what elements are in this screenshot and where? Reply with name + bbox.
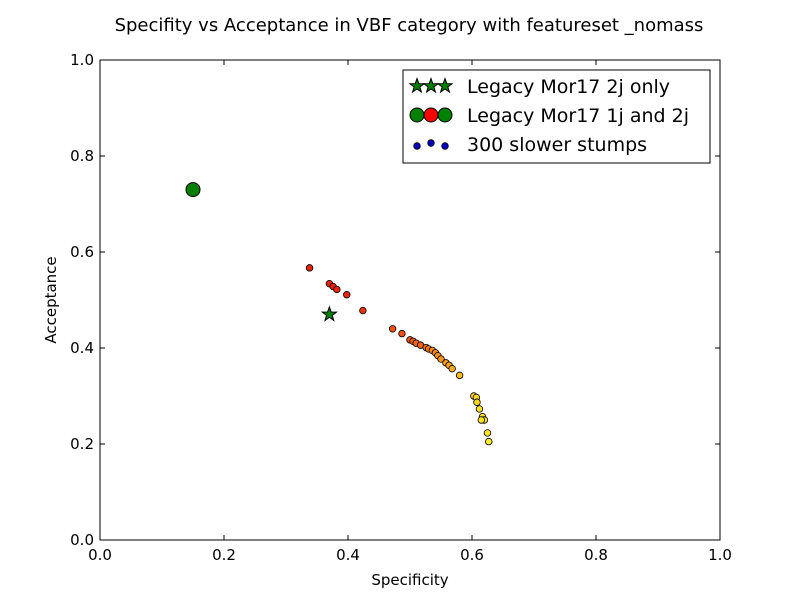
data-point (475, 405, 484, 413)
data-point-large (185, 182, 201, 198)
legend-entry: 300 slower stumps (467, 134, 647, 156)
data-point (437, 355, 445, 363)
data-point (333, 285, 341, 294)
legend-marker-small (413, 142, 421, 150)
chart-title: Specifity vs Acceptance in VBF category … (115, 15, 704, 36)
x-tick-label: 0.0 (88, 546, 112, 564)
legend-marker-large (423, 107, 439, 123)
legend-box (402, 69, 711, 164)
y-tick-label: 0.8 (70, 147, 94, 165)
y-tick-label: 1.0 (70, 51, 94, 69)
data-point (455, 371, 464, 380)
legend-marker-large (437, 107, 453, 123)
data-point-star (320, 305, 338, 322)
data-point (343, 291, 351, 299)
y-tick-label: 0.6 (70, 243, 94, 261)
legend-entry: Legacy Mor17 2j only (467, 76, 670, 98)
legend-marker-star (436, 76, 454, 94)
data-point (359, 306, 367, 315)
legend-marker-large (409, 107, 425, 123)
legend-marker-star (408, 76, 426, 94)
data-point (477, 416, 485, 424)
legend-entry: Legacy Mor17 1j and 2j (467, 105, 689, 127)
y-tick-label: 0.2 (70, 435, 94, 453)
data-point (398, 329, 406, 338)
x-axis-label: Specificity (371, 571, 448, 589)
x-tick-label: 0.8 (584, 546, 608, 564)
x-tick-label: 0.4 (336, 546, 360, 564)
data-point (485, 437, 493, 446)
x-tick-label: 1.0 (708, 546, 732, 564)
axis-ticks: 0.0 0.2 0.4 0.6 0.8 1.0 0.0 0.2 0.4 0.6 0.8 1.0 (70, 51, 732, 564)
x-tick-label: 0.2 (212, 546, 236, 564)
legend-marker-star (422, 76, 440, 94)
data-points (185, 182, 493, 446)
data-point (305, 264, 314, 272)
y-axis-label: Acceptance (42, 256, 60, 343)
x-tick-label: 0.6 (460, 546, 484, 564)
data-point (388, 325, 397, 333)
data-point (473, 398, 481, 406)
y-tick-label: 0.0 (70, 531, 94, 549)
legend-marker-small (441, 142, 449, 150)
data-point (448, 364, 456, 373)
y-tick-label: 0.4 (70, 339, 94, 357)
legend: Legacy Mor17 2j only Legacy Mor17 1j and … (402, 69, 711, 164)
data-point (483, 429, 492, 437)
legend-marker-small (427, 139, 435, 147)
